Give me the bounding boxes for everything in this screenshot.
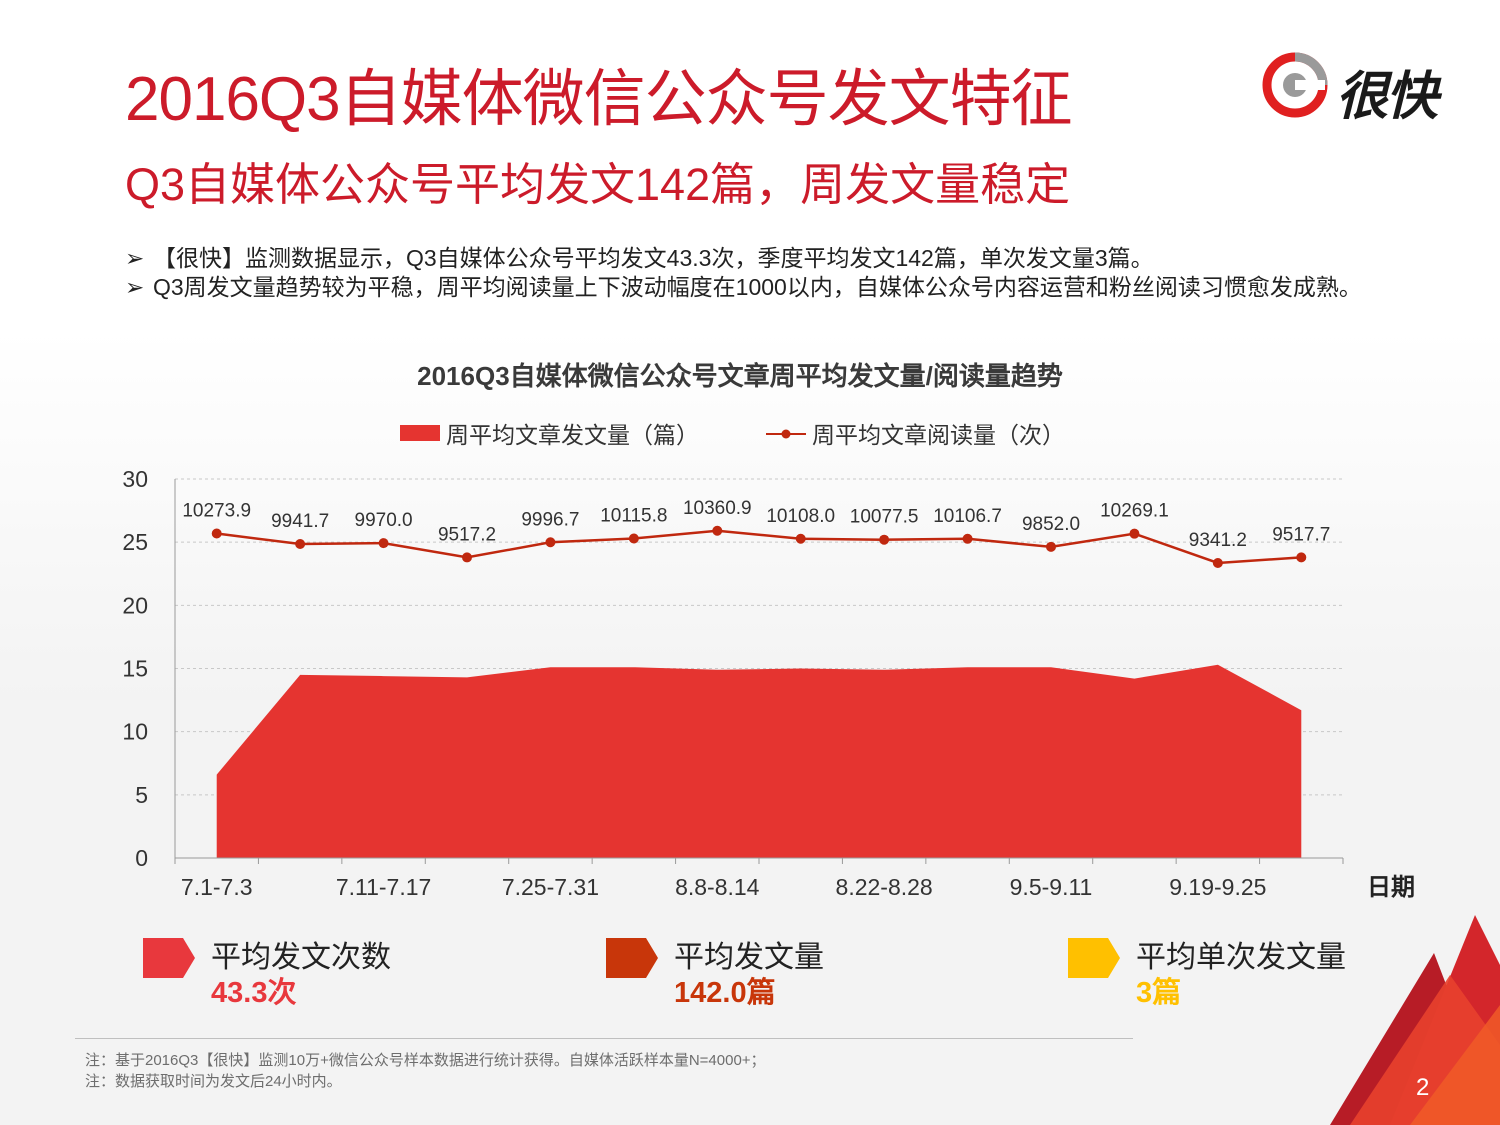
line-point <box>962 533 973 544</box>
y-tick-label: 30 <box>122 466 148 492</box>
y-tick-label: 5 <box>135 782 148 808</box>
footnote: 注：数据获取时间为发文后24小时内。 <box>85 1073 342 1090</box>
line-point <box>462 552 472 563</box>
x-tick-label: 7.1-7.3 <box>181 874 253 900</box>
line-point <box>295 539 306 550</box>
data-label: 10115.8 <box>600 506 667 527</box>
bullet-text: Q3周发文量趋势较为平稳，周平均阅读量上下波动幅度在1000以内，自媒体公众号内… <box>153 274 1362 300</box>
corner-decoration <box>1330 915 1500 1125</box>
x-tick-label: 9.19-9.25 <box>1169 874 1266 900</box>
data-label: 9941.7 <box>271 511 329 532</box>
data-label: 9341.2 <box>1189 530 1247 551</box>
x-tick-label: 7.25-7.31 <box>502 874 599 900</box>
data-label: 10360.9 <box>683 498 752 519</box>
data-label: 10273.9 <box>182 501 251 522</box>
line-point <box>712 525 723 536</box>
line-point <box>795 533 806 544</box>
pentagon-arrow-icon <box>1068 938 1120 978</box>
logo-text: 很快 <box>1336 68 1438 126</box>
pentagon-arrow-icon <box>143 938 195 978</box>
data-label: 9517.2 <box>438 524 496 545</box>
stat-value: 3篇 <box>1136 977 1182 1009</box>
page-subtitle: Q3自媒体公众号平均发文142篇，周发文量稳定 <box>125 159 1071 210</box>
line-series-reading-volume <box>216 529 1302 565</box>
x-tick-label: 9.5-9.11 <box>1010 874 1093 900</box>
data-label: 9517.7 <box>1272 524 1330 545</box>
legend-label: 周平均文章发文量（篇） <box>446 422 699 448</box>
line-point <box>1046 541 1056 552</box>
line-point <box>1129 528 1140 539</box>
line-point <box>1296 552 1307 563</box>
stat-label: 平均发文次数 <box>211 941 391 974</box>
line-point <box>211 528 222 539</box>
page-title: 2016Q3自媒体微信公众号发文特征 <box>125 65 1073 134</box>
bullet-item: ➢ 【很快】监测数据显示，Q3自媒体公众号平均发文43.3次，季度平均发文142… <box>125 244 1415 273</box>
bullet-list: ➢ 【很快】监测数据显示，Q3自媒体公众号平均发文43.3次，季度平均发文142… <box>125 244 1415 302</box>
data-label: 10269.1 <box>1100 501 1169 522</box>
data-label: 9852.0 <box>1022 514 1080 535</box>
stat-value: 142.0篇 <box>674 977 776 1009</box>
legend-swatch-area <box>400 425 440 441</box>
area-series-post-volume <box>216 664 1302 858</box>
x-tick-label: 7.11-7.17 <box>336 874 431 900</box>
x-axis-label: 日期 <box>1367 874 1415 901</box>
line-point <box>1212 557 1223 568</box>
legend-swatch-marker <box>781 429 791 439</box>
line-point <box>545 537 556 548</box>
footnotes: 注：基于2016Q3【很快】监测10万+微信公众号样本数据进行统计获得。自媒体活… <box>85 1050 766 1092</box>
y-tick-label: 20 <box>122 592 148 618</box>
y-tick-label: 15 <box>122 656 148 682</box>
pentagon-arrow-icon <box>606 938 658 978</box>
hengkuai-logo-icon <box>1262 52 1328 118</box>
bullet-arrow-icon: ➢ <box>125 245 145 271</box>
line-point <box>879 534 890 545</box>
page-number: 2 <box>1416 1074 1430 1101</box>
data-label: 9970.0 <box>355 510 413 531</box>
legend-label: 周平均文章阅读量（次） <box>812 422 1065 448</box>
x-tick-label: 8.22-8.28 <box>836 874 933 900</box>
y-tick-label: 25 <box>122 529 148 555</box>
x-tick-label: 8.8-8.14 <box>675 874 760 900</box>
y-tick-label: 10 <box>122 719 148 745</box>
stat-label: 平均单次发文量 <box>1136 941 1346 974</box>
footnote: 注：基于2016Q3【很快】监测10万+微信公众号样本数据进行统计获得。自媒体活… <box>85 1052 766 1069</box>
chart-title: 2016Q3自媒体微信公众号文章周平均发文量/阅读量趋势 <box>417 361 1063 391</box>
brand-logo: 很快 <box>1262 50 1462 126</box>
line-point <box>378 538 389 549</box>
stat-label: 平均发文量 <box>674 941 824 974</box>
bullet-text: 【很快】监测数据显示，Q3自媒体公众号平均发文43.3次，季度平均发文142篇，… <box>153 245 1154 271</box>
bullet-item: ➢ Q3周发文量趋势较为平稳，周平均阅读量上下波动幅度在1000以内，自媒体公众… <box>125 273 1415 302</box>
y-tick-label: 0 <box>135 845 148 871</box>
data-label: 10106.7 <box>933 506 1002 527</box>
data-label: 10108.0 <box>766 506 835 527</box>
line-point <box>628 533 639 544</box>
data-label: 9996.7 <box>521 509 579 530</box>
bullet-arrow-icon: ➢ <box>125 274 145 300</box>
data-label: 10077.5 <box>850 507 919 528</box>
stat-value: 43.3次 <box>211 977 297 1009</box>
notes-divider <box>75 1038 1133 1039</box>
